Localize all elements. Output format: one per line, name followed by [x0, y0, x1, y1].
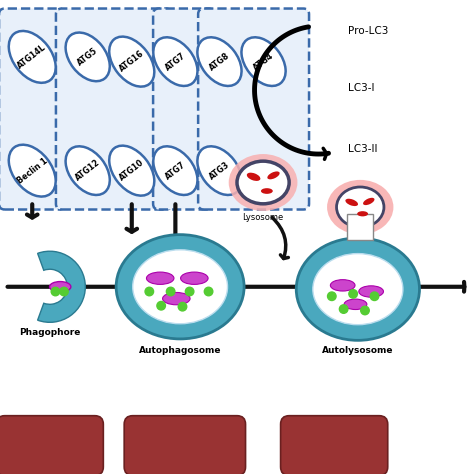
Text: ATG8: ATG8: [208, 51, 231, 73]
Circle shape: [157, 301, 165, 310]
Text: Nucleation: Nucleation: [20, 440, 79, 451]
Circle shape: [60, 287, 68, 296]
Circle shape: [51, 287, 60, 296]
Circle shape: [204, 287, 213, 296]
Ellipse shape: [261, 188, 273, 194]
Ellipse shape: [363, 198, 374, 205]
FancyBboxPatch shape: [281, 416, 388, 474]
Text: Phagophore: Phagophore: [19, 328, 81, 337]
Circle shape: [145, 287, 154, 296]
Ellipse shape: [49, 282, 71, 292]
Ellipse shape: [65, 33, 110, 81]
Text: ATG5: ATG5: [76, 46, 100, 68]
Ellipse shape: [133, 250, 228, 324]
Text: ATG16: ATG16: [118, 49, 146, 74]
FancyBboxPatch shape: [0, 9, 65, 210]
Circle shape: [166, 287, 175, 296]
Text: LC3-I: LC3-I: [348, 82, 375, 93]
Text: Autolysosome: Autolysosome: [322, 346, 393, 355]
Ellipse shape: [313, 254, 403, 325]
Text: Beclin 1: Beclin 1: [15, 156, 49, 185]
Wedge shape: [37, 251, 85, 322]
Text: ATG12: ATG12: [73, 158, 102, 183]
FancyBboxPatch shape: [198, 9, 309, 210]
Ellipse shape: [153, 37, 198, 86]
Circle shape: [349, 290, 357, 298]
Ellipse shape: [296, 238, 419, 340]
Ellipse shape: [327, 180, 393, 235]
Text: Fusion: Fusion: [316, 440, 352, 451]
Circle shape: [178, 302, 187, 311]
Text: Lysosome: Lysosome: [242, 213, 284, 222]
Text: LC3-II: LC3-II: [348, 144, 378, 155]
Text: ATG10: ATG10: [118, 158, 146, 183]
Circle shape: [339, 305, 348, 313]
Text: Pro-LC3: Pro-LC3: [348, 26, 389, 36]
FancyBboxPatch shape: [124, 416, 246, 474]
Ellipse shape: [197, 146, 242, 195]
Circle shape: [361, 306, 369, 315]
Ellipse shape: [109, 36, 155, 87]
Text: ATG7: ATG7: [164, 51, 187, 73]
Ellipse shape: [163, 292, 190, 305]
Ellipse shape: [9, 31, 56, 83]
Text: ATG4: ATG4: [252, 51, 275, 73]
Ellipse shape: [330, 280, 355, 291]
Ellipse shape: [359, 286, 383, 297]
Text: ATG7: ATG7: [164, 160, 187, 182]
Bar: [347, 214, 374, 240]
Text: ATG3: ATG3: [208, 160, 231, 182]
Circle shape: [328, 292, 336, 301]
Ellipse shape: [116, 235, 244, 339]
Ellipse shape: [197, 37, 242, 86]
Ellipse shape: [237, 161, 289, 204]
Ellipse shape: [181, 272, 208, 284]
Ellipse shape: [229, 154, 298, 211]
Ellipse shape: [9, 145, 56, 197]
Text: Autophagosome: Autophagosome: [139, 346, 221, 355]
Ellipse shape: [337, 187, 384, 228]
Text: ATG14L: ATG14L: [16, 43, 48, 71]
Ellipse shape: [153, 146, 198, 195]
Ellipse shape: [344, 299, 367, 310]
Circle shape: [370, 292, 379, 301]
Ellipse shape: [357, 211, 368, 217]
Text: Elongation
Maturation: Elongation Maturation: [155, 434, 215, 457]
Circle shape: [185, 287, 194, 296]
FancyBboxPatch shape: [0, 416, 103, 474]
Ellipse shape: [109, 146, 155, 196]
FancyBboxPatch shape: [153, 9, 214, 210]
Ellipse shape: [247, 173, 260, 181]
Ellipse shape: [241, 37, 286, 86]
Ellipse shape: [346, 199, 358, 206]
Ellipse shape: [267, 172, 280, 179]
FancyBboxPatch shape: [56, 9, 172, 210]
Ellipse shape: [65, 146, 110, 195]
Ellipse shape: [146, 272, 174, 284]
